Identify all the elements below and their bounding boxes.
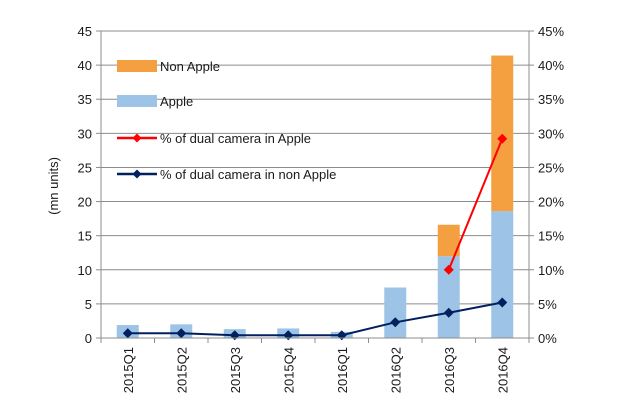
point--of-dual-camera-in-non-apple	[176, 328, 187, 339]
y-axis-ticks: 0 5 10 15 20 25 30 35 40 45	[78, 24, 92, 346]
line--of-dual-camera-in-apple	[447, 138, 504, 271]
legend-label--of-dual-camera-in-apple: % of dual camera in Apple	[160, 131, 311, 146]
y-tick-label: 5	[85, 297, 92, 312]
x-tick-label: 2015Q1	[121, 347, 136, 393]
legend-label-non-apple: Non Apple	[160, 59, 220, 74]
gridlines	[101, 30, 529, 305]
y2-tick-label: 10%	[538, 263, 564, 278]
y-tick-label: 30	[78, 126, 92, 141]
point--of-dual-camera-in-apple	[497, 133, 508, 144]
y2-tick-label: 20%	[538, 195, 564, 210]
y-tick-label: 40	[78, 58, 92, 73]
x-axis-ticks: 2015Q1 2015Q2 2015Q3 2015Q4 2016Q1 2016Q2 2016…	[121, 347, 511, 393]
y-tick-label: 45	[78, 24, 92, 39]
point--of-dual-camera-in-non-apple	[122, 328, 133, 339]
y-tick-label: 20	[78, 195, 92, 210]
legend: Non Apple Apple % of dual camera in Apple%…	[117, 59, 336, 182]
y2-tick-label: 45%	[538, 24, 564, 39]
y-tick-label: 35	[78, 92, 92, 107]
y2-tick-label: 35%	[538, 92, 564, 107]
y-tick-label: 0	[85, 331, 92, 346]
x-tick-label: 2016Q2	[388, 347, 403, 393]
point--of-dual-camera-in-non-apple	[336, 330, 347, 341]
point--of-dual-camera-in-non-apple	[443, 307, 454, 318]
y-tick-label: 15	[78, 229, 92, 244]
series-lines	[122, 133, 508, 341]
y2-tick-label: 5%	[538, 297, 557, 312]
y-tick-label: 10	[78, 263, 92, 278]
point--of-dual-camera-in-non-apple	[390, 317, 401, 328]
line--of-dual-camera-in-non-apple	[127, 301, 503, 337]
y-axis-label: (mn units)	[46, 157, 61, 215]
point--of-dual-camera-in-non-apple	[497, 297, 508, 308]
bar-apple	[437, 256, 460, 338]
legend-label--of-dual-camera-in-non-apple: % of dual camera in non Apple	[160, 167, 336, 182]
y2-tick-label: 25%	[538, 160, 564, 175]
y2-tick-label: 15%	[538, 229, 564, 244]
point--of-dual-camera-in-apple	[443, 264, 454, 275]
bar-non-apple	[491, 55, 514, 212]
y-tick-label: 25	[78, 160, 92, 175]
y2-tick-label: 40%	[538, 58, 564, 73]
x-tick-label: 2015Q2	[174, 347, 189, 393]
x-tick-label: 2016Q1	[335, 347, 350, 393]
y2-tick-label: 30%	[538, 126, 564, 141]
x-tick-label: 2015Q3	[228, 347, 243, 393]
x-tick-label: 2016Q4	[495, 347, 510, 393]
legend-swatch-non-apple	[117, 60, 157, 72]
axes	[96, 30, 534, 343]
legend-swatch-apple	[117, 95, 157, 107]
legend-marker--of-dual-camera-in-apple	[132, 133, 142, 143]
x-tick-label: 2015Q4	[281, 347, 296, 393]
bar-apple	[491, 211, 514, 338]
bar-apple	[384, 287, 407, 338]
x-tick-label: 2016Q3	[442, 347, 457, 393]
legend-label-apple: Apple	[160, 94, 193, 109]
bar-non-apple	[437, 224, 460, 257]
y2-tick-label: 0%	[538, 331, 557, 346]
y2-axis-ticks: 0% 5% 10% 15% 20% 25% 30% 35% 40% 45%	[538, 24, 564, 346]
legend-marker--of-dual-camera-in-non-apple	[132, 169, 142, 179]
